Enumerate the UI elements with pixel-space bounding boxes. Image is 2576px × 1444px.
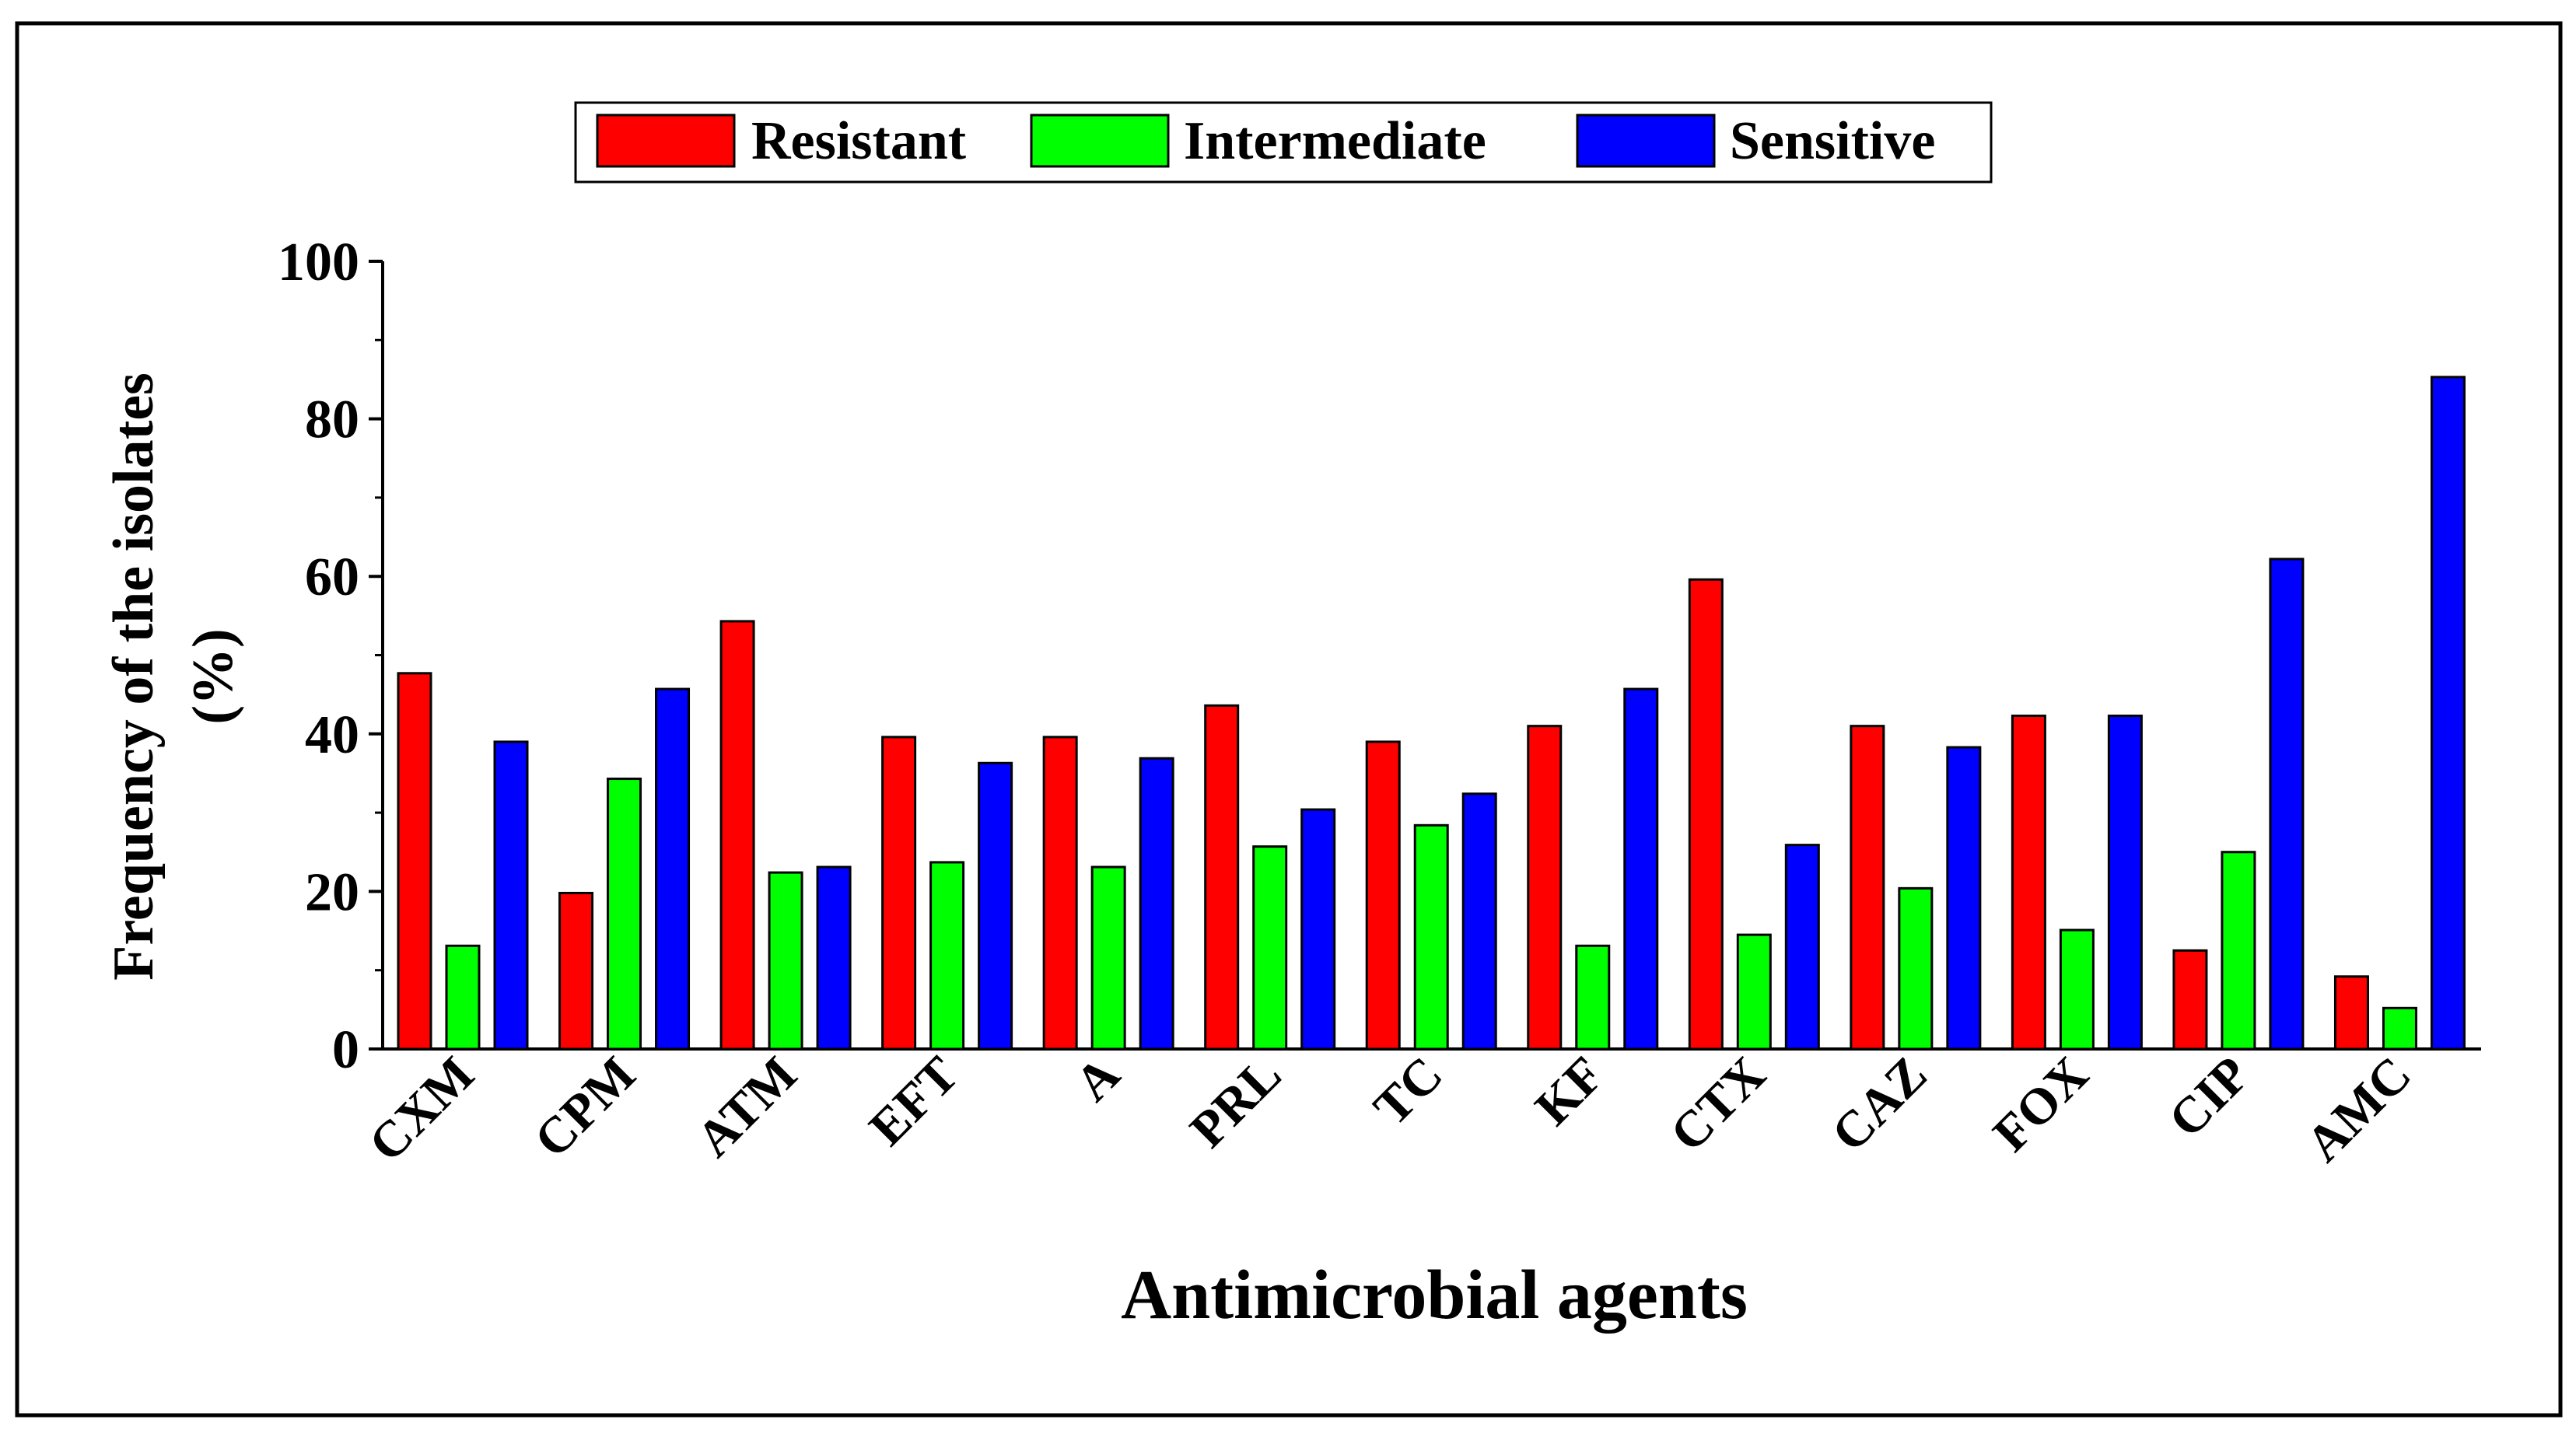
x-tick-label-cxm: CXM — [359, 1046, 485, 1173]
legend-swatch-intermediate — [1030, 114, 1170, 168]
legend-swatch-resistant — [596, 114, 736, 168]
bar-intermediate-prl — [1252, 845, 1288, 1051]
x-tick-label-tc: TC — [1363, 1046, 1453, 1136]
bar-sensitive-cxm — [493, 740, 529, 1051]
bar-intermediate-fox — [2059, 928, 2095, 1051]
legend-box — [574, 101, 1993, 184]
x-tick-label-prl: PRL — [1179, 1046, 1292, 1159]
bar-intermediate-ctx — [1736, 933, 1772, 1051]
x-tick-label-atm: ATM — [686, 1046, 808, 1168]
legend-label-resistant: Resistant — [751, 111, 966, 171]
x-tick-label-amc: AMC — [2295, 1046, 2422, 1173]
figure-border — [15, 21, 2563, 1418]
bar-intermediate-eft — [929, 861, 965, 1051]
x-tick-label-caz: CAZ — [1821, 1046, 1937, 1163]
bar-sensitive-cip — [2269, 558, 2305, 1051]
bar-resistant-cip — [2172, 949, 2208, 1051]
bar-sensitive-kf — [1623, 687, 1659, 1051]
bar-resistant-tc — [1365, 740, 1401, 1051]
y-tick-label: 20 — [305, 862, 359, 922]
bar-intermediate-tc — [1413, 823, 1449, 1051]
x-tick-label-fox: FOX — [1983, 1046, 2099, 1163]
bar-intermediate-cpm — [607, 778, 642, 1051]
bar-resistant-atm — [719, 620, 755, 1051]
x-tick-label-cpm: CPM — [523, 1046, 646, 1169]
bar-sensitive-a — [1139, 757, 1174, 1051]
bar-resistant-a — [1042, 736, 1078, 1051]
bar-sensitive-cpm — [655, 687, 691, 1051]
x-tick-label-kf: KF — [1524, 1046, 1615, 1136]
bar-intermediate-caz — [1898, 886, 1934, 1051]
bar-sensitive-tc — [1461, 792, 1497, 1051]
bar-resistant-cxm — [397, 672, 432, 1051]
bar-sensitive-fox — [2107, 715, 2143, 1051]
y-tick-label: 0 — [332, 1020, 359, 1080]
y-axis-title-line-1: Frequency of the isolates — [102, 372, 166, 981]
x-tick-label-a: A — [1064, 1046, 1131, 1113]
bar-sensitive-eft — [978, 761, 1013, 1051]
bar-sensitive-caz — [1946, 746, 1982, 1051]
bar-resistant-fox — [2011, 715, 2046, 1051]
bar-resistant-ctx — [1688, 578, 1724, 1051]
bar-intermediate-atm — [768, 871, 803, 1051]
x-tick-label-eft: EFT — [859, 1046, 969, 1156]
bar-resistant-eft — [881, 736, 917, 1051]
plot-area: 0 20 40 60 80 100 CXM CPM ATM EFT A PRL TC KF CTX CAZ FO… — [278, 233, 2481, 1173]
bar-intermediate-cxm — [445, 944, 481, 1051]
bar-resistant-amc — [2333, 975, 2369, 1051]
legend-swatch-sensitive — [1576, 114, 1716, 168]
bar-sensitive-prl — [1300, 808, 1336, 1051]
bar-sensitive-atm — [816, 865, 852, 1051]
x-tick-label-ctx: CTX — [1660, 1046, 1776, 1163]
bar-intermediate-kf — [1575, 944, 1611, 1051]
y-axis-title-line-2: (%) — [181, 628, 245, 724]
bar-resistant-kf — [1527, 725, 1563, 1051]
y-tick-label: 40 — [305, 705, 359, 765]
x-axis-title: Antimicrobial agents — [1121, 1257, 1748, 1334]
bar-resistant-prl — [1204, 704, 1240, 1051]
legend-label-sensitive: Sensitive — [1730, 111, 1935, 171]
bar-sensitive-ctx — [1784, 844, 1820, 1051]
bar-intermediate-cip — [2221, 851, 2256, 1051]
y-tick-label: 100 — [278, 233, 359, 292]
legend-label-intermediate: Intermediate — [1184, 111, 1486, 171]
bar-resistant-caz — [1850, 725, 1885, 1051]
legend: Resistant Intermediate Sensitive — [574, 101, 1993, 184]
bar-intermediate-a — [1090, 865, 1126, 1051]
y-tick-label: 60 — [305, 547, 359, 607]
x-tick-label-cip: CIP — [2158, 1046, 2261, 1149]
y-tick-label: 80 — [305, 390, 359, 450]
bar-intermediate-amc — [2382, 1006, 2417, 1051]
bar-sensitive-amc — [2430, 376, 2466, 1051]
bar-resistant-cpm — [558, 891, 594, 1051]
